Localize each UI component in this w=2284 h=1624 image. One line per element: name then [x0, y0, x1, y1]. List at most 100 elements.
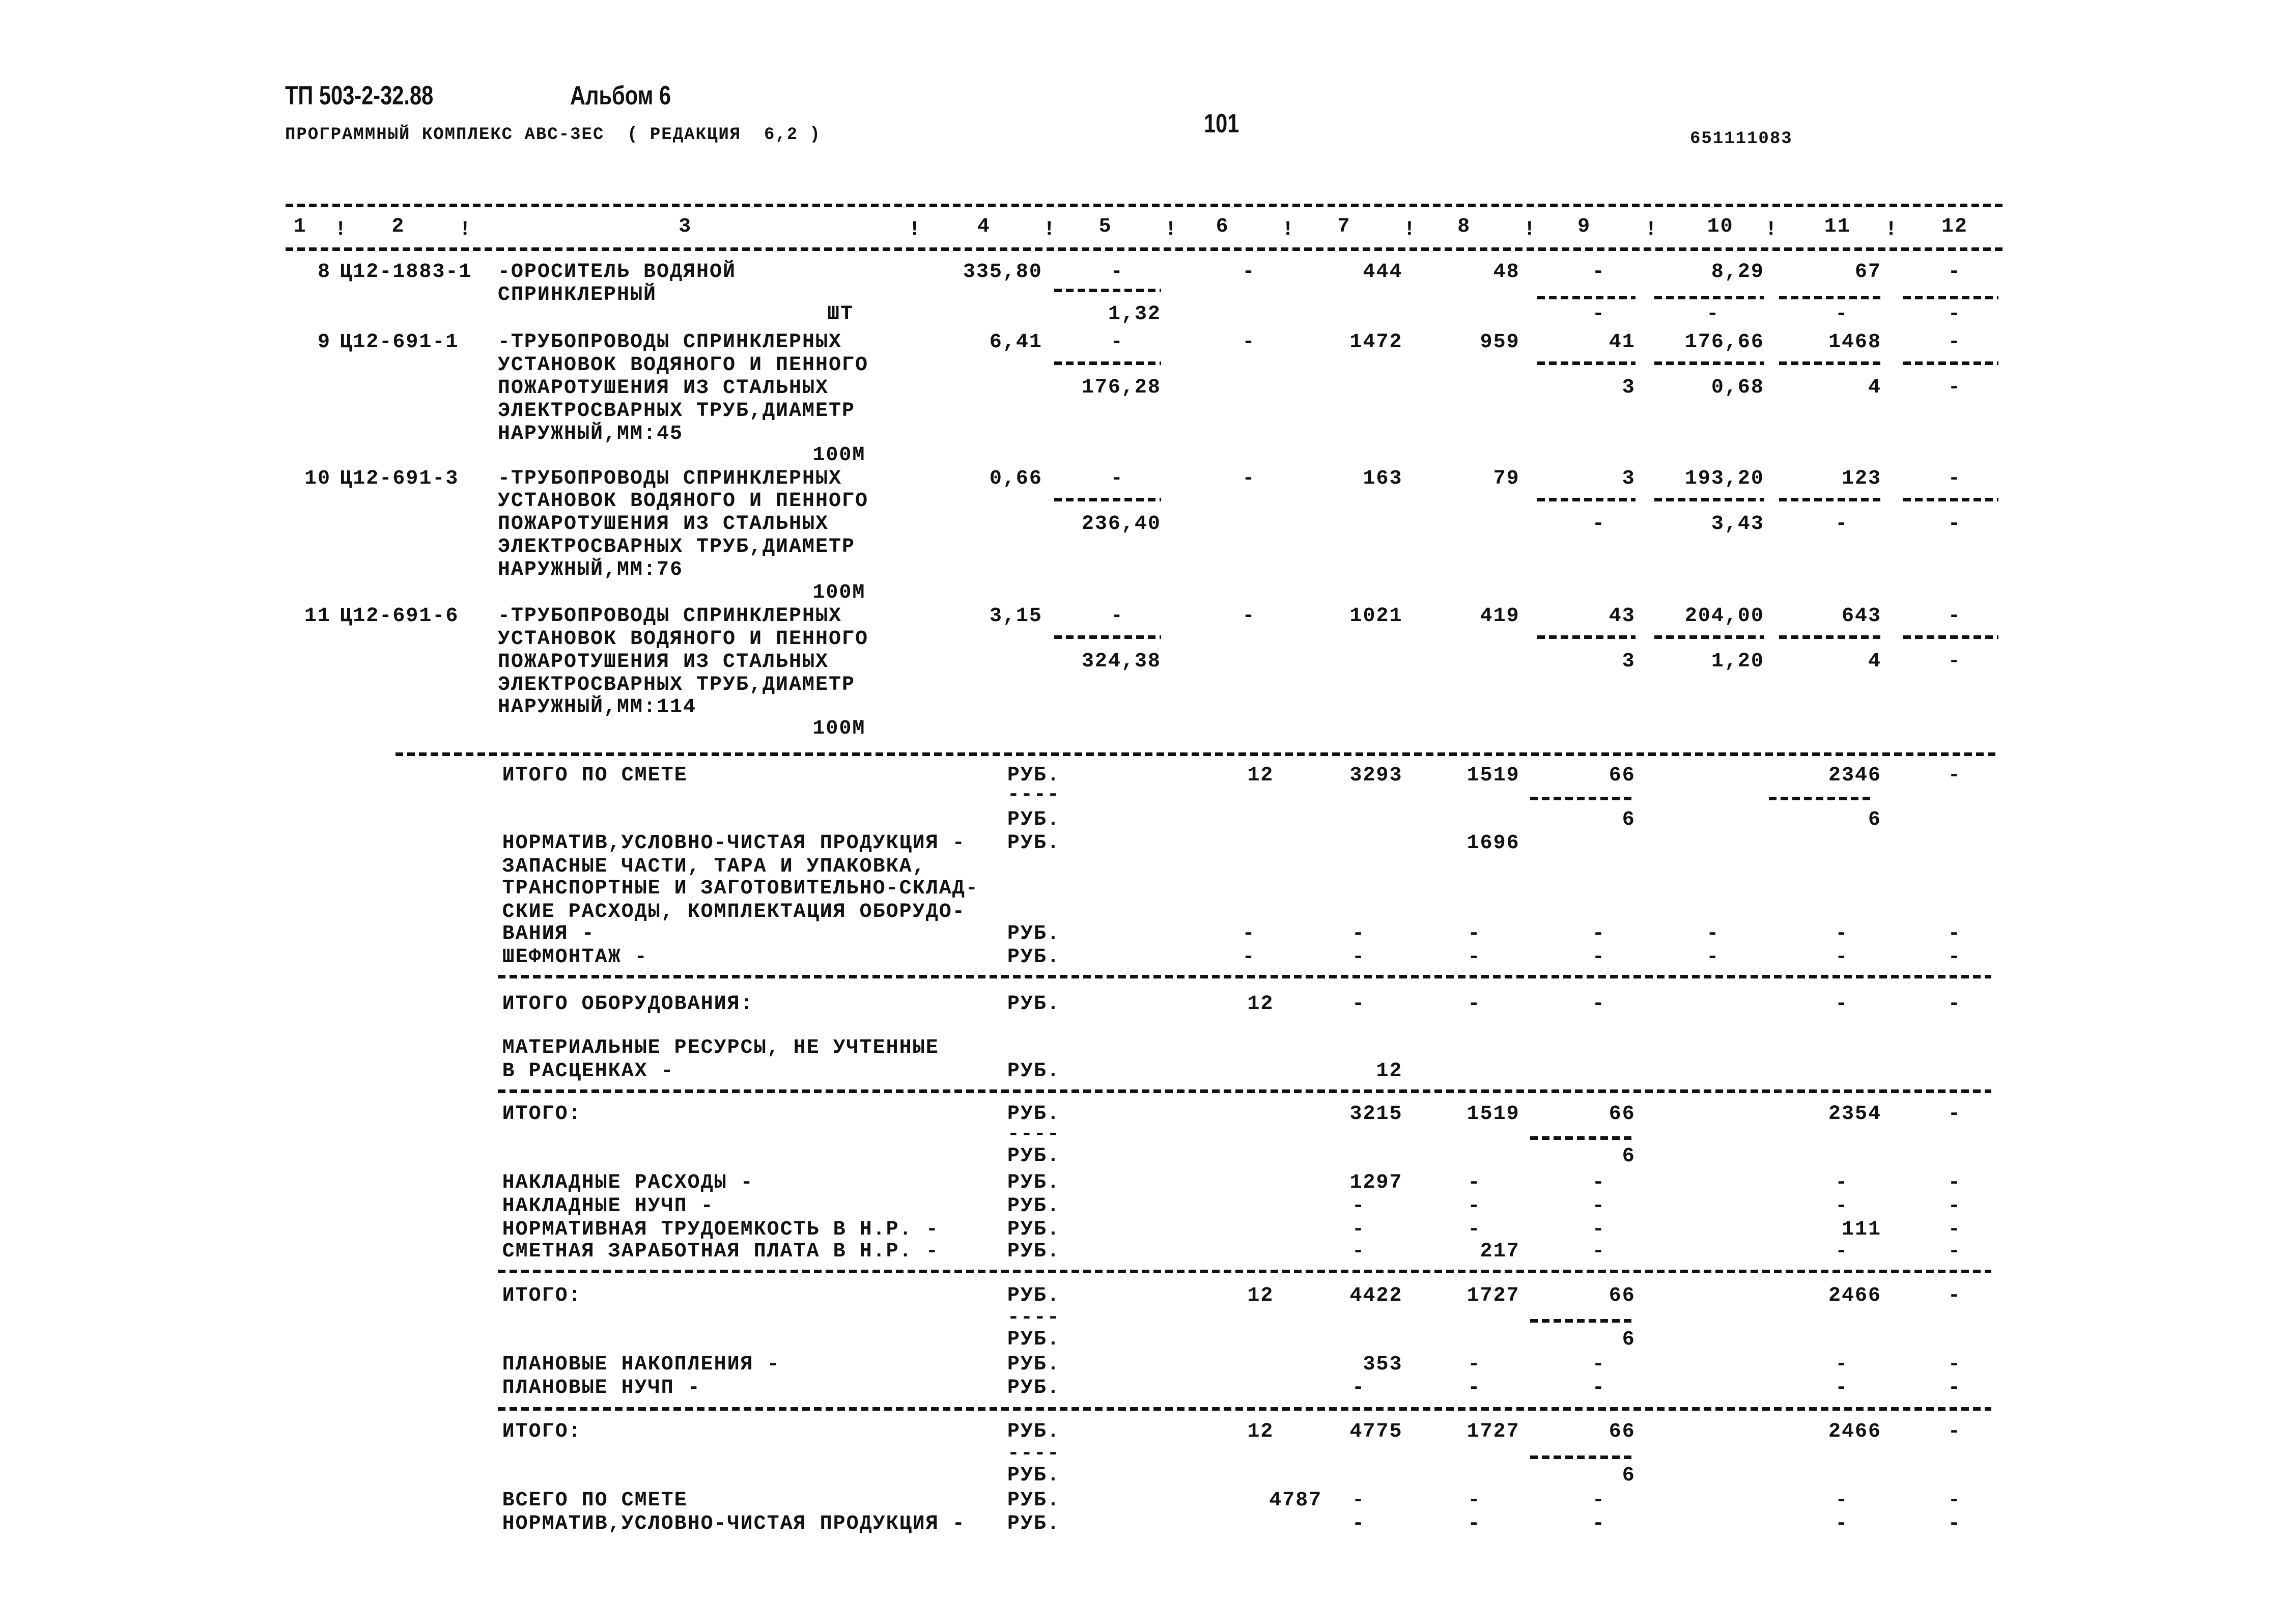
cell-col-12: -	[1948, 467, 1961, 490]
cell-col-11: 2466	[1828, 1420, 1882, 1443]
item-description-line: СПРИНКЛЕРНЫЙ	[497, 283, 657, 306]
summary-label: НОРМАТИВ,УСЛОВНО-ЧИСТАЯ ПРОДУКЦИЯ -	[502, 831, 966, 855]
cell-col-6: 12	[1247, 764, 1274, 788]
cell-col-11: -	[1835, 1195, 1849, 1218]
cell-col-6: -	[1242, 260, 1256, 284]
subtotal-rule	[1654, 295, 1764, 299]
cell-col-7: -	[1352, 1240, 1366, 1264]
section-rule	[497, 1407, 1991, 1411]
cell-col-11: 643	[1842, 604, 1882, 628]
cell-col-9: 6	[1622, 1464, 1636, 1488]
cell-col-12: -	[1948, 1218, 1961, 1242]
item-code: Ц12-691-1	[340, 331, 459, 354]
cell-col-12: -	[1948, 1171, 1961, 1195]
subtotal-rule	[1903, 497, 1999, 501]
cell-col-9: 66	[1609, 1420, 1636, 1443]
cell-col-11: 2354	[1828, 1102, 1882, 1126]
cell-col-10: -	[1706, 303, 1720, 326]
column-number-12: 12	[1941, 215, 1968, 238]
item-number: 8	[318, 260, 331, 284]
subtotal-rule	[1779, 497, 1881, 501]
summary-label: СМЕТНАЯ ЗАРАБОТНАЯ ПЛАТА В Н.Р. -	[502, 1240, 939, 1264]
cell-col-9: -	[1592, 1240, 1605, 1264]
cell-col-10: 8,29	[1711, 260, 1764, 284]
cell-col-9: -	[1592, 1218, 1605, 1242]
item-unit: 100М	[812, 443, 866, 467]
cell-col-11: -	[1835, 1376, 1849, 1399]
unit-underline: ----	[1007, 1306, 1060, 1329]
column-separator	[1043, 218, 1056, 242]
cell-col-9: 43	[1609, 604, 1636, 628]
summary-unit: РУБ.	[1007, 1376, 1060, 1399]
column-separator	[909, 218, 922, 242]
summary-unit: РУБ.	[1007, 1464, 1060, 1488]
summary-label: НОРМАТИВ,УСЛОВНО-ЧИСТАЯ ПРОДУКЦИЯ -	[502, 1513, 966, 1536]
cell-col-8: -	[1468, 946, 1481, 969]
cell-col-9: -	[1592, 922, 1605, 946]
cell-col-12: -	[1948, 922, 1961, 946]
column-number-8: 8	[1457, 215, 1471, 238]
subtotal-rule	[1054, 361, 1161, 366]
summary-label: ИТОГО ПО СМЕТЕ	[502, 764, 688, 788]
subtotal-rule	[1903, 295, 1999, 299]
header-rule-bottom	[285, 247, 2006, 251]
summary-label: ИТОГО:	[502, 1420, 582, 1443]
summary-unit: РУБ.	[1007, 1353, 1060, 1376]
cell-col-6: 12	[1247, 1284, 1274, 1307]
unit-underline: ----	[1007, 783, 1060, 806]
cell-col-9: -	[1592, 1376, 1605, 1399]
column-separator	[1165, 218, 1178, 242]
cell-col-10: 204,00	[1684, 604, 1764, 628]
cell-col-11: -	[1835, 1489, 1849, 1513]
cell-col-12: -	[1948, 1284, 1961, 1307]
cell-col-8: -	[1468, 1376, 1481, 1399]
column-number-11: 11	[1824, 215, 1851, 238]
header-rule-top	[285, 203, 2006, 207]
subtotal-rule	[1768, 796, 1874, 800]
column-separator	[1524, 218, 1537, 242]
cell-col-8: 217	[1480, 1240, 1520, 1264]
program-title: ПРОГРАММНЫЙ КОМПЛЕКС АВС-3ЕС ( РЕДАКЦИЯ …	[285, 125, 821, 145]
item-description-line: ПОЖАРОТУШЕНИЯ ИЗ СТАЛЬНЫХ	[497, 513, 829, 536]
column-number-6: 6	[1216, 215, 1229, 238]
cell-col-7: 4775	[1349, 1420, 1403, 1443]
cell-col-7: 12	[1376, 1060, 1403, 1083]
summary-label: ПЛАНОВЫЕ НУЧП -	[502, 1376, 701, 1399]
cell-col-12: -	[1948, 1102, 1961, 1126]
cell-col-12: -	[1948, 993, 1961, 1016]
item-description-line: -ТРУБОПРОВОДЫ СПРИНКЛЕРНЫХ	[497, 604, 842, 628]
column-separator	[1885, 218, 1898, 242]
item-description-line: -ОРОСИТЕЛЬ ВОДЯНОЙ	[497, 260, 736, 284]
cell-col-7: -	[1352, 922, 1366, 946]
summary-label: СКИЕ РАСХОДЫ, КОМПЛЕКТАЦИЯ ОБОРУДО-	[502, 900, 966, 923]
subtotal-rule	[1537, 295, 1636, 299]
subtotal-rule	[1654, 361, 1764, 366]
summary-label: В РАСЦЕНКАХ -	[502, 1060, 674, 1083]
cell-col-8: 79	[1493, 467, 1520, 490]
subtotal-rule	[1779, 635, 1881, 639]
summary-label: НАКЛАДНЫЕ НУЧП -	[502, 1195, 714, 1218]
item-description-line: ЭЛЕКТРОСВАРНЫХ ТРУБ,ДИАМЕТР	[497, 673, 856, 696]
item-description-line: ЭЛЕКТРОСВАРНЫХ ТРУБ,ДИАМЕТР	[497, 399, 856, 423]
column-separator	[459, 218, 472, 242]
subtotal-rule	[1779, 295, 1881, 299]
cell-col-11: -	[1835, 1353, 1849, 1376]
cell-col-4: 0,66	[989, 467, 1042, 490]
cell-col-7: 1472	[1349, 331, 1403, 354]
subtotal-rule	[1537, 497, 1636, 501]
column-number-3: 3	[679, 215, 692, 238]
cell-col-7: 4422	[1349, 1284, 1403, 1307]
summary-unit: РУБ.	[1007, 1195, 1060, 1218]
summary-label: ШЕФМОНТАЖ -	[502, 946, 648, 969]
cell-col-6: 12	[1247, 1420, 1274, 1443]
cell-col-7: -	[1352, 1218, 1366, 1242]
cell-col-9: 6	[1622, 1145, 1636, 1168]
summary-unit: РУБ.	[1007, 1171, 1060, 1195]
cell-col-8: -	[1468, 922, 1481, 946]
item-description-line: ЭЛЕКТРОСВАРНЫХ ТРУБ,ДИАМЕТР	[497, 536, 856, 559]
column-number-1: 1	[293, 215, 307, 238]
subtotal-rule	[1054, 288, 1161, 292]
cell-col-11: 67	[1855, 260, 1882, 284]
cell-col-11: 2346	[1828, 764, 1882, 788]
